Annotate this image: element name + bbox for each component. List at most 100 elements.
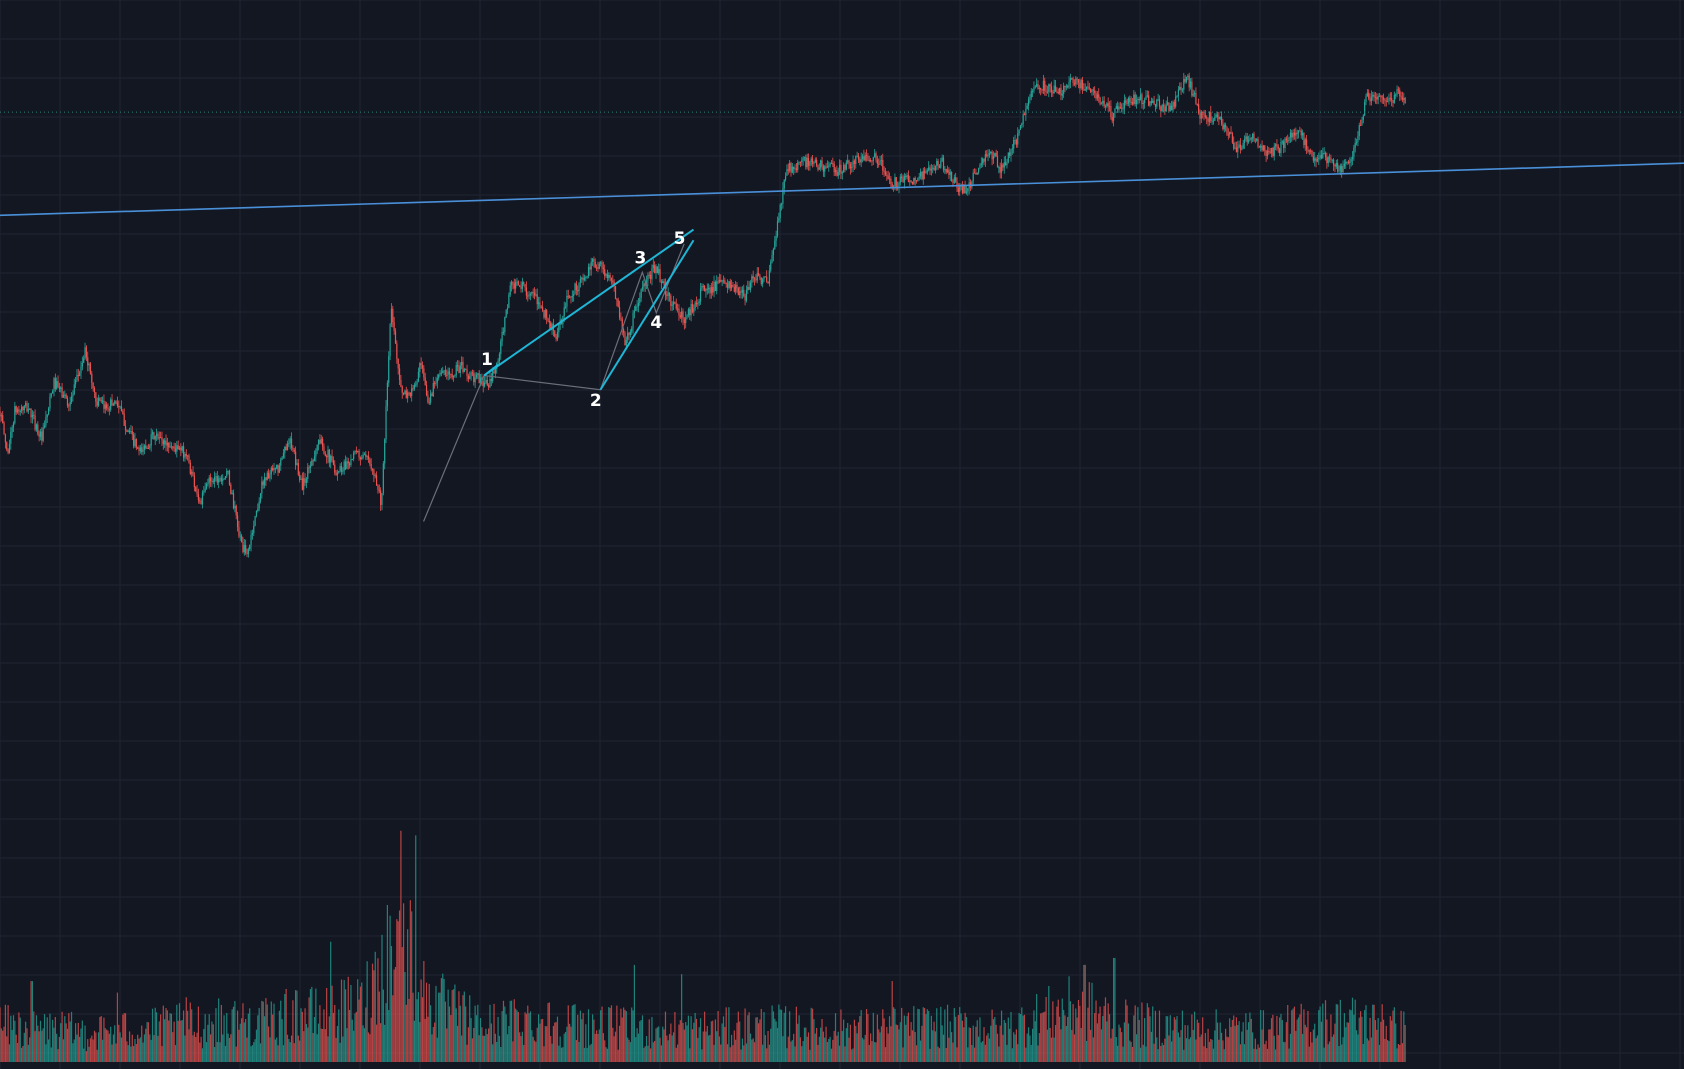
volume-bar [371,963,374,1062]
candle-body [934,165,937,171]
candle-body [542,306,544,311]
volume-bar [169,1013,171,1062]
volume-bar [1107,1003,1109,1062]
volume-bar [1058,1016,1061,1062]
volume-bar [1191,1014,1193,1062]
candle-body [501,331,503,342]
volume-bar [438,992,440,1062]
volume-bar [1326,1019,1328,1062]
volume-bar [375,1024,378,1062]
volume-bar [1094,1013,1096,1062]
volume-bar [304,1008,306,1062]
candle-body [127,430,129,432]
volume-bar [400,830,402,1062]
candle-body [362,454,364,458]
volume-bar [451,990,453,1062]
volume-bar [1050,1037,1053,1062]
volume-bar [1335,1004,1337,1062]
candle-body [721,280,723,282]
candle-body [328,449,330,463]
volume-bar [247,1013,249,1062]
candle-body [1118,106,1120,110]
volume-bar [855,1025,857,1062]
candle-body [1330,158,1332,160]
candle-body [439,372,441,375]
volume-bar [542,1018,544,1062]
candle-body [1010,149,1012,156]
candle-body [959,185,961,192]
candle-body [112,403,114,406]
candle-body [1176,95,1178,97]
candle-body [212,480,214,482]
volume-bar [816,1027,818,1062]
candle-body [209,477,212,481]
candle-body [1300,130,1302,136]
candle-body [811,158,814,164]
volume-bar [83,1048,85,1062]
volume-bar [625,1011,627,1062]
volume-bar [618,1025,621,1062]
volume-bar [496,1041,498,1062]
volume-bar [1274,1049,1277,1062]
candle-body [402,392,405,395]
candle-body [288,443,290,445]
volume-bar [447,989,449,1062]
volume-bar [319,1005,321,1062]
candle-body [466,369,468,376]
candle-body [401,386,403,393]
candle-body [886,174,888,176]
volume-bar [802,1041,804,1062]
candle-body [906,175,908,178]
candle-body [1392,100,1394,103]
candle-body [632,312,634,329]
candle-body [890,178,892,185]
candle-body [1005,162,1007,166]
volume-bar [165,1008,167,1062]
volume-bar [481,1027,483,1062]
candle-body [104,404,106,409]
candle-body [73,384,75,395]
candle-body [909,180,911,182]
candle-body [976,172,978,175]
candle-body [326,455,328,458]
candle-body [1191,81,1193,96]
candle-body [1168,102,1170,111]
volume-bar [718,1036,721,1062]
volume-bar [265,998,267,1062]
volume-bar [263,1016,266,1062]
candle-body [516,281,518,283]
volume-bar [848,1037,850,1062]
volume-bar [905,1024,907,1062]
candle-body [564,306,567,308]
volume-bar [373,970,375,1062]
candle-body [1064,85,1066,88]
volume-bar [743,1045,745,1062]
volume-bar [47,1039,50,1062]
volume-bar [984,1044,986,1062]
volume-bar [726,1044,729,1062]
volume-bar [574,1004,576,1062]
candle-body [1288,137,1290,142]
candle-body [215,476,217,478]
volume-bar [529,1011,532,1062]
candle-body [134,439,136,447]
candle-body [440,372,442,374]
volume-bar [1360,1011,1362,1062]
volume-bar [991,1009,993,1062]
volume-bar [602,1033,604,1062]
volume-bar [932,1030,934,1062]
volume-bar [173,1021,175,1062]
volume-bar [1337,1004,1339,1062]
volume-bar [236,1010,239,1062]
volume-bar [755,1017,757,1062]
volume-bar [532,1036,534,1062]
candle-body [579,278,582,283]
candle-body [1029,97,1031,100]
volume-bar [494,1033,496,1062]
candle-body [1218,116,1220,120]
volume-bar [62,1039,65,1062]
candle-body [1054,85,1057,92]
candle-body [1069,78,1071,82]
